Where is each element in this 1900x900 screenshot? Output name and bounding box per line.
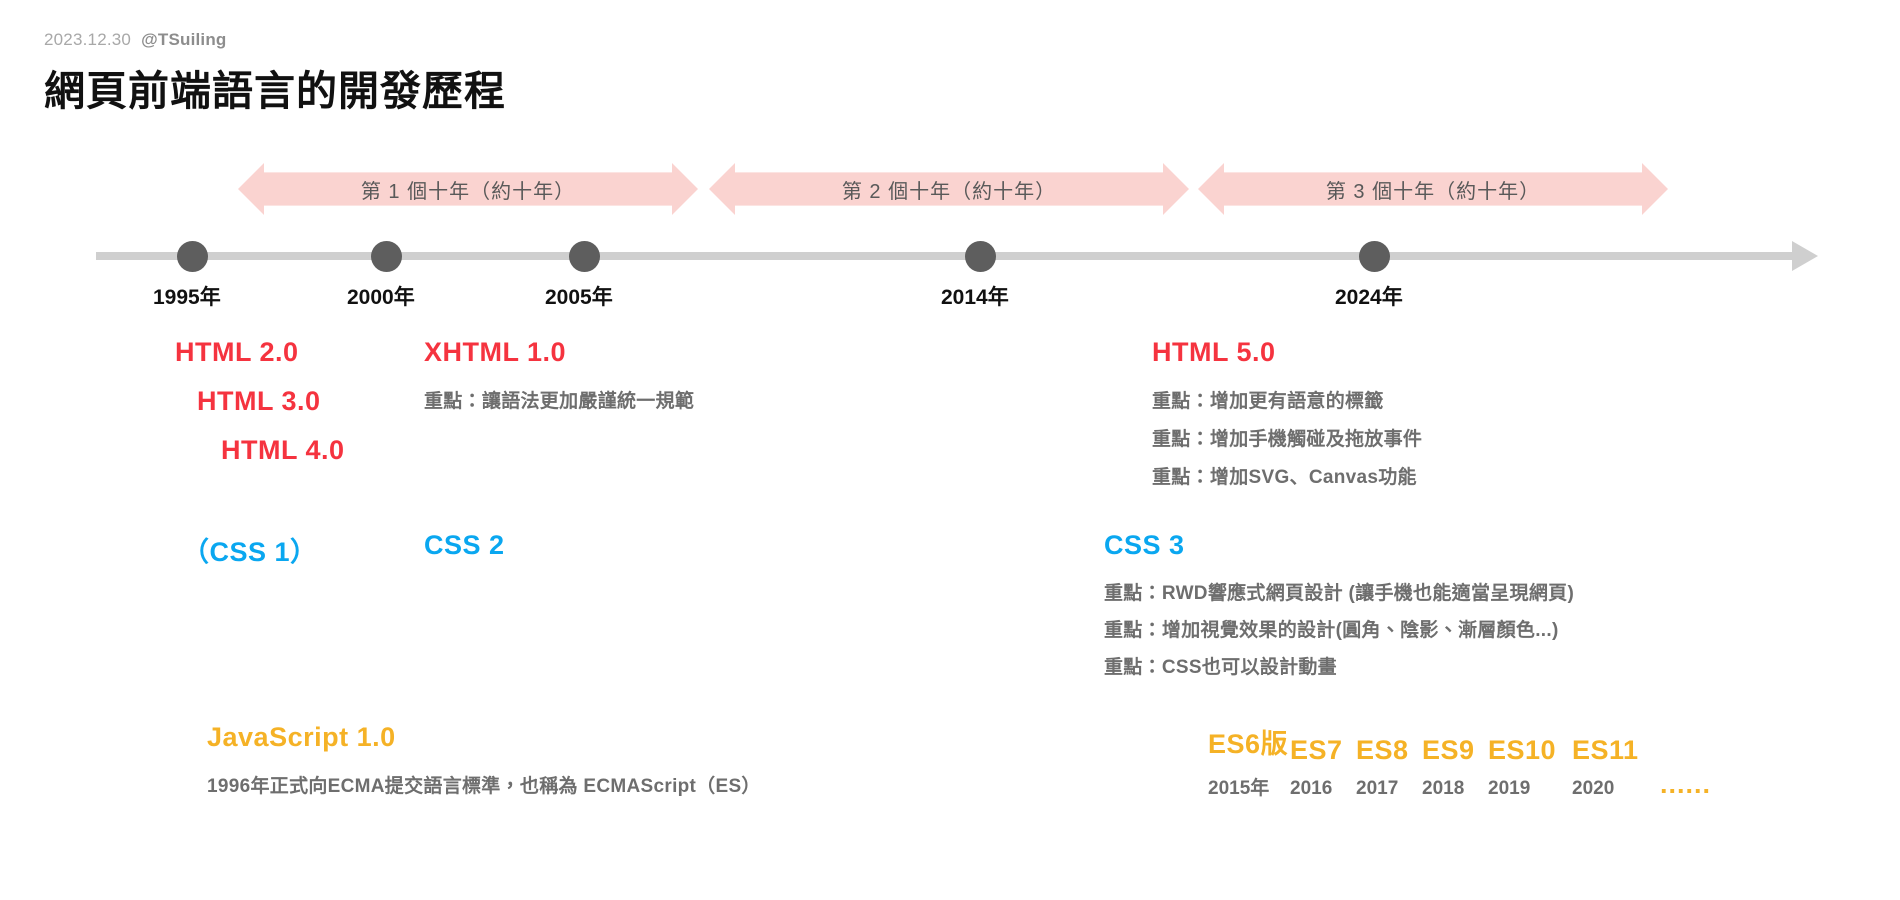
timeline-dot-2000 <box>371 241 402 272</box>
html-4-label: HTML 4.0 <box>221 435 345 465</box>
decade-arrow-1: 第 1 個十年（約十年） <box>238 163 698 215</box>
html-5-note-3: 重點：增加SVG、Canvas功能 <box>1152 467 1417 488</box>
es-year-es9: 2018 <box>1422 778 1465 799</box>
es-year-es7: 2016 <box>1290 778 1333 799</box>
es-name-es7: ES7 <box>1290 735 1343 765</box>
html-2-label: HTML 2.0 <box>175 337 299 367</box>
html-5-note-2: 重點：增加手機觸碰及拖放事件 <box>1152 429 1423 450</box>
timeline-dot-1995 <box>177 241 208 272</box>
es-year-es6: 2015年 <box>1208 778 1270 799</box>
decade-arrow-3-label: 第 3 個十年（約十年） <box>1325 180 1541 203</box>
es-cell-es7: ES7 2016 <box>1290 735 1356 800</box>
html-3-label: HTML 3.0 <box>197 386 321 416</box>
es-version-row: ES6版 2015年 ES7 2016 ES8 2017 ES9 2018 ES… <box>1208 722 1711 800</box>
decade-arrow-3: 第 3 個十年（約十年） <box>1198 163 1668 215</box>
css-3-note-2: 重點：增加視覺效果的設計(圓角、陰影、漸層顏色...) <box>1104 620 1559 641</box>
es-ellipsis: ...... <box>1660 769 1712 799</box>
timeline-axis-arrowhead-icon <box>1792 241 1818 271</box>
javascript-1-label: JavaScript 1.0 <box>207 722 396 752</box>
page-header: 2023.12.30 @TSuiling 網頁前端語言的開發歷程 <box>44 30 506 117</box>
timeline-dot-2024 <box>1359 241 1390 272</box>
decade-arrow-1-label: 第 1 個十年（約十年） <box>360 180 576 203</box>
es-year-es10: 2019 <box>1488 778 1531 799</box>
year-label-2024: 2024年 <box>1335 286 1403 309</box>
timeline-dot-2014 <box>965 241 996 272</box>
css-1-label: （CSS 1） <box>182 537 318 567</box>
css-2-label: CSS 2 <box>424 530 505 560</box>
year-label-2005: 2005年 <box>545 286 613 309</box>
javascript-1-note: 1996年正式向ECMA提交語言標準，也稱為 ECMAScript（ES） <box>207 776 761 797</box>
decade-arrow-2-label: 第 2 個十年（約十年） <box>841 180 1057 203</box>
es-name-es9: ES9 <box>1422 735 1475 765</box>
es-cell-more: ...... <box>1660 769 1711 800</box>
es-cell-es9: ES9 2018 <box>1422 735 1488 800</box>
meta-line: 2023.12.30 @TSuiling <box>44 30 506 50</box>
year-label-2014: 2014年 <box>941 286 1009 309</box>
timeline-axis-line <box>96 252 1798 260</box>
css-3-label: CSS 3 <box>1104 530 1185 560</box>
es-cell-es11: ES11 2020 <box>1572 735 1660 800</box>
html-5-note-1: 重點：增加更有語意的標籤 <box>1152 391 1384 412</box>
es-cell-es10: ES10 2019 <box>1488 735 1572 800</box>
publish-date: 2023.12.30 <box>44 30 132 49</box>
year-label-2000: 2000年 <box>347 286 415 309</box>
es-name-es10: ES10 <box>1488 735 1557 765</box>
es-year-es11: 2020 <box>1572 778 1615 799</box>
decade-arrow-2: 第 2 個十年（約十年） <box>709 163 1189 215</box>
decade-arrow-band: 第 1 個十年（約十年） 第 2 個十年（約十年） 第 3 個十年（約十年） <box>0 163 1900 215</box>
year-label-1995: 1995年 <box>153 286 221 309</box>
css-3-note-3: 重點：CSS也可以設計動畫 <box>1104 657 1337 678</box>
timeline-dot-2005 <box>569 241 600 272</box>
author-handle: @TSuiling <box>141 30 227 49</box>
es-name-es8: ES8 <box>1356 735 1409 765</box>
css-3-note-1: 重點：RWD響應式網頁設計 (讓手機也能適當呈現網頁) <box>1104 583 1575 604</box>
page-title: 網頁前端語言的開發歷程 <box>44 68 506 114</box>
es-name-es11: ES11 <box>1572 735 1639 765</box>
es-cell-es6: ES6版 2015年 <box>1208 722 1290 800</box>
xhtml-1-label: XHTML 1.0 <box>424 337 567 367</box>
es-year-es8: 2017 <box>1356 778 1399 799</box>
es-cell-es8: ES8 2017 <box>1356 735 1422 800</box>
xhtml-1-note: 重點：讓語法更加嚴謹統一規範 <box>424 391 695 412</box>
es-name-es6: ES6版 <box>1208 729 1289 759</box>
html-5-label: HTML 5.0 <box>1152 337 1276 367</box>
